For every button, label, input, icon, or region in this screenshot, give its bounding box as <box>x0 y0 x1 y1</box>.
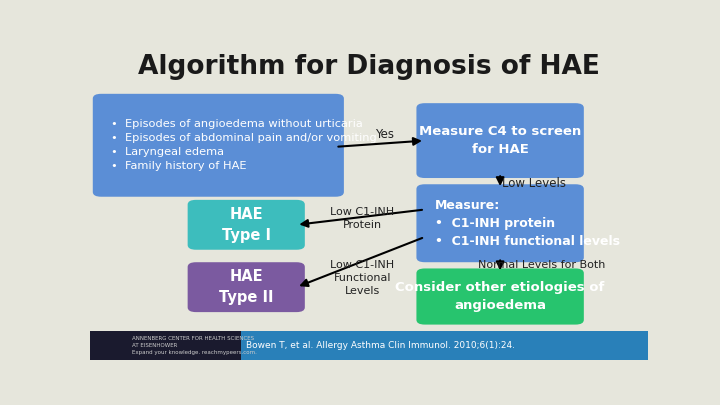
Text: Low Levels: Low Levels <box>502 177 566 190</box>
Text: Algorithm for Diagnosis of HAE: Algorithm for Diagnosis of HAE <box>138 54 600 80</box>
FancyBboxPatch shape <box>188 262 305 312</box>
Text: Measure:
•  C1-INH protein
•  C1-INH functional levels: Measure: • C1-INH protein • C1-INH funct… <box>435 199 620 248</box>
Text: Normal Levels for Both: Normal Levels for Both <box>478 260 606 270</box>
FancyBboxPatch shape <box>240 331 648 360</box>
Text: •  Episodes of angioedema without urticaria
•  Episodes of abdominal pain and/or: • Episodes of angioedema without urticar… <box>111 119 377 171</box>
Text: Bowen T, et al. Allergy Asthma Clin Immunol. 2010;6(1):24.: Bowen T, et al. Allergy Asthma Clin Immu… <box>246 341 516 350</box>
Text: Measure C4 to screen
for HAE: Measure C4 to screen for HAE <box>419 125 581 156</box>
FancyBboxPatch shape <box>188 200 305 250</box>
FancyBboxPatch shape <box>93 94 344 197</box>
FancyBboxPatch shape <box>90 331 240 360</box>
FancyBboxPatch shape <box>416 184 584 262</box>
Text: ANNENBERG CENTER FOR HEALTH SCIENCES
AT EISENHOWER
Expand your knowledge. reachm: ANNENBERG CENTER FOR HEALTH SCIENCES AT … <box>132 336 257 355</box>
Text: Yes: Yes <box>374 128 394 141</box>
Text: Low C1-INH
Functional
Levels: Low C1-INH Functional Levels <box>330 260 395 296</box>
Text: HAE
Type I: HAE Type I <box>222 207 271 243</box>
Text: Consider other etiologies of
angioedema: Consider other etiologies of angioedema <box>395 281 605 312</box>
FancyBboxPatch shape <box>416 103 584 178</box>
Text: Low C1-INH
Protein: Low C1-INH Protein <box>330 207 395 230</box>
FancyBboxPatch shape <box>416 269 584 324</box>
Text: HAE
Type II: HAE Type II <box>219 269 274 305</box>
